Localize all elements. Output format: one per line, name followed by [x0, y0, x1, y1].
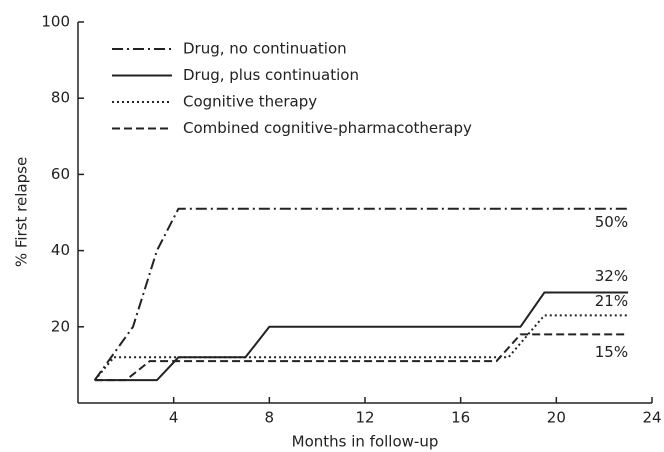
end-label: 15% — [595, 343, 628, 361]
x-tick-label: 8 — [265, 409, 275, 427]
legend-label: Drug, no continuation — [183, 40, 347, 58]
y-tick-label: 60 — [51, 165, 70, 183]
x-tick-label: 12 — [355, 409, 374, 427]
legend-label: Combined cognitive-pharmacotherapy — [183, 119, 472, 137]
y-tick-label: 100 — [41, 13, 70, 31]
x-tick-label: 4 — [169, 409, 179, 427]
end-label: 21% — [595, 292, 628, 310]
x-axis-label: Months in follow-up — [292, 433, 439, 451]
y-tick-label: 80 — [51, 89, 70, 107]
series-line — [94, 333, 629, 382]
legend-label: Drug, plus continuation — [183, 66, 359, 84]
legend-label: Cognitive therapy — [183, 93, 317, 111]
series-line — [94, 291, 629, 382]
series-line — [93, 207, 629, 381]
y-axis-label: % First relapse — [13, 157, 31, 267]
x-tick-label: 20 — [547, 409, 566, 427]
end-label: 32% — [595, 267, 628, 285]
y-tick-label: 40 — [51, 241, 70, 259]
series-line — [93, 314, 629, 381]
y-tick-label: 20 — [51, 317, 70, 335]
end-label: 50% — [595, 213, 628, 231]
x-tick-label: 16 — [451, 409, 470, 427]
x-tick-label: 24 — [642, 409, 661, 427]
